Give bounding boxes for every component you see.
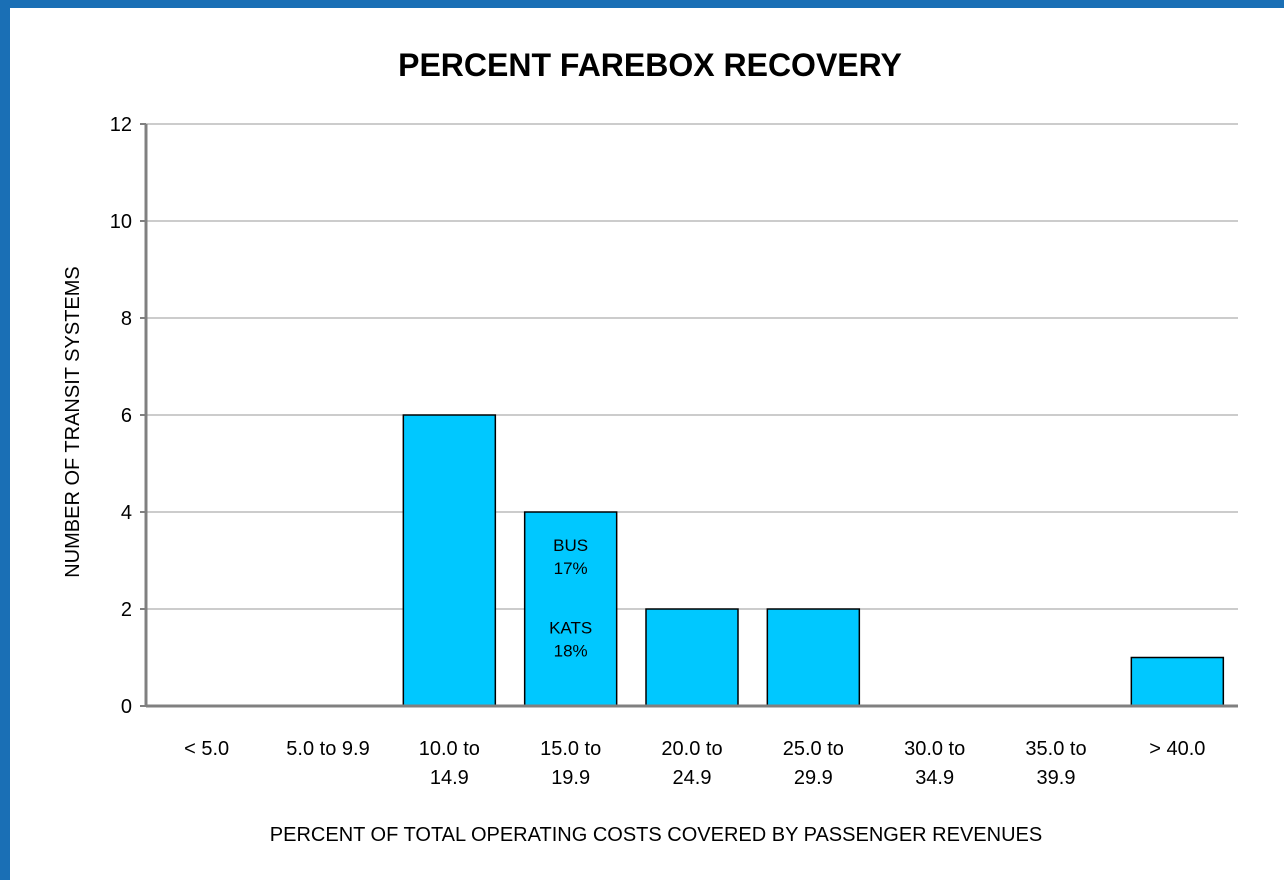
x-tick-label: 30.0 to [904,738,965,760]
bar-chart: PERCENT FAREBOX RECOVERY 0 2 4 6 8 10 12 < 5.0 5… [62,47,1238,846]
chart-title: PERCENT FAREBOX RECOVERY [398,47,902,83]
x-tick-label: 29.9 [794,767,833,789]
y-tick-label: 0 [121,696,132,718]
tick-labels: 0 2 4 6 8 10 12 < 5.0 5.0 to 9.9 10.0 to 14.9 15.0 … [110,114,1206,789]
y-tick-label: 2 [121,599,132,621]
x-tick-label: 25.0 to [783,738,844,760]
x-tick-label: < 5.0 [184,738,229,760]
gridlines [146,123,1238,610]
x-tick-label: 5.0 to 9.9 [286,738,369,760]
x-tick-label: 20.0 to [661,738,722,760]
x-tick-label: 19.9 [551,767,590,789]
bar-annotation: 17% [554,559,588,578]
x-axis-title: PERCENT OF TOTAL OPERATING COSTS COVERED… [270,824,1042,846]
bar-annotation: KATS [549,618,592,637]
y-tick-label: 12 [110,114,132,136]
bar [645,608,739,707]
x-tick-label: 39.9 [1037,767,1076,789]
bar-annotation: 18% [554,641,588,660]
y-tick-label: 10 [110,211,132,233]
x-tick-label: > 40.0 [1149,738,1205,760]
x-tick-label: 24.9 [673,767,712,789]
x-tick-label: 34.9 [915,767,954,789]
y-tick-label: 6 [121,405,132,427]
x-tick-label: 35.0 to [1025,738,1086,760]
y-axis-title: NUMBER OF TRANSIT SYSTEMS [62,266,84,578]
y-tick-label: 8 [121,308,132,330]
bar-annotation: BUS [553,536,588,555]
x-tick-label: 15.0 to [540,738,601,760]
x-tick-label: 10.0 to [419,738,480,760]
annotations: BUS 17% KATS 18% [549,536,592,660]
bar [402,414,497,707]
bar [1130,656,1225,707]
y-tick-label: 4 [121,502,132,524]
axes [140,123,1238,708]
bar [766,608,861,707]
bars [402,414,1225,707]
chart-frame: PERCENT FAREBOX RECOVERY 0 2 4 6 8 10 12 < 5.0 5… [10,8,1284,880]
x-tick-label: 14.9 [430,767,469,789]
